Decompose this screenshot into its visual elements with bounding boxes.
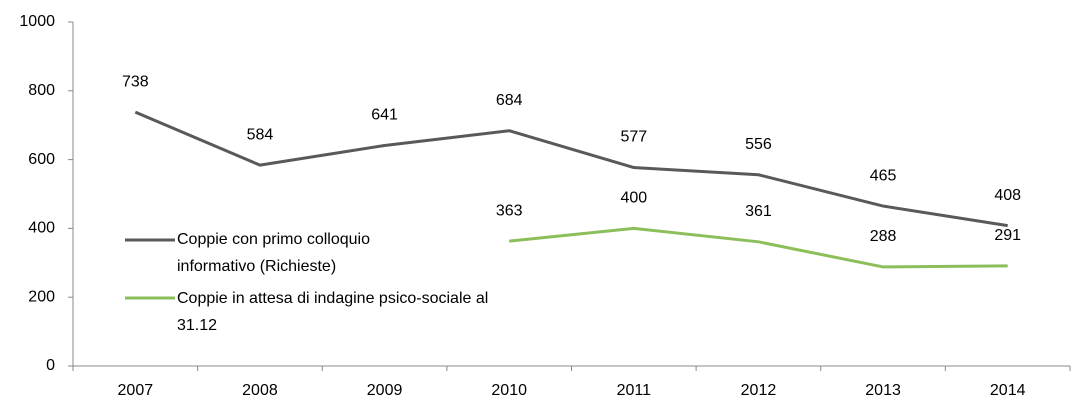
x-tick-label: 2008 — [242, 382, 278, 399]
data-label: 684 — [496, 92, 523, 109]
x-tick-label: 2014 — [990, 382, 1026, 399]
data-label: 556 — [745, 136, 772, 153]
y-tick-label: 800 — [28, 82, 55, 99]
x-tick-label: 2010 — [491, 382, 527, 399]
x-tick-label: 2013 — [865, 382, 901, 399]
data-label: 363 — [496, 202, 523, 219]
y-tick-label: 600 — [28, 151, 55, 168]
x-tick-label: 2009 — [367, 382, 403, 399]
data-label: 408 — [994, 187, 1021, 204]
legend-label: Coppie in attesa di indagine psico-socia… — [177, 290, 489, 334]
data-label: 400 — [620, 190, 647, 207]
data-label: 577 — [620, 129, 647, 146]
y-tick-label: 200 — [28, 288, 55, 305]
data-label: 641 — [371, 107, 398, 124]
data-label: 288 — [870, 228, 897, 245]
y-tick-label: 1000 — [19, 13, 55, 30]
x-tick-label: 2011 — [617, 382, 652, 399]
data-label: 584 — [247, 126, 274, 143]
series-line — [134, 110, 1008, 228]
series-line — [509, 226, 1008, 269]
legend-label: Coppie con primo colloquio informativo (… — [177, 231, 370, 275]
y-tick-label: 400 — [28, 220, 55, 237]
data-label: 465 — [870, 167, 897, 184]
y-tick-label: 0 — [46, 357, 55, 374]
data-label: 291 — [994, 227, 1021, 244]
x-tick-label: 2007 — [118, 382, 154, 399]
data-label: 361 — [745, 203, 772, 220]
x-tick-label: 2012 — [741, 382, 777, 399]
data-label: 738 — [122, 73, 149, 90]
